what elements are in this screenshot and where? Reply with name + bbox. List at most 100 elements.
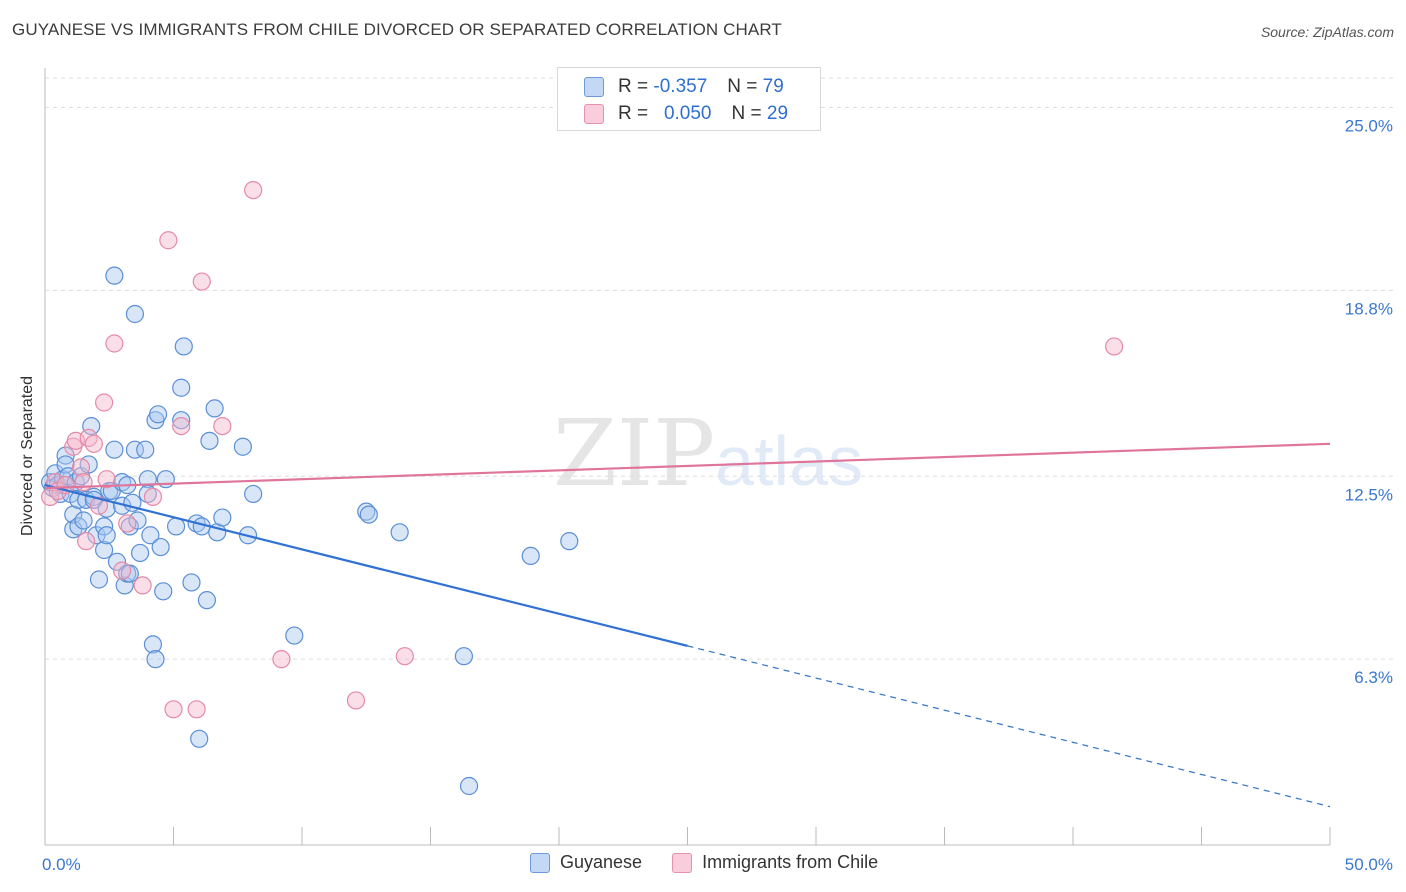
axes bbox=[44, 68, 1331, 846]
data-point-chile bbox=[105, 334, 124, 353]
legend-r-label: R = bbox=[618, 76, 649, 97]
y-tick-label: 18.8% bbox=[1345, 299, 1393, 318]
series-legend: Guyanese Immigrants from Chile bbox=[530, 852, 908, 873]
legend-n-label: N = bbox=[731, 103, 762, 124]
data-point-chile bbox=[95, 393, 114, 412]
watermark-main: ZIP bbox=[553, 400, 716, 507]
data-point-chile bbox=[159, 231, 178, 250]
grid-lines bbox=[45, 77, 1395, 660]
data-point-guyanese bbox=[454, 647, 474, 666]
data-point-chile bbox=[74, 473, 93, 492]
data-point-chile bbox=[97, 470, 116, 489]
data-point-guyanese bbox=[95, 540, 114, 560]
data-point-guyanese bbox=[213, 508, 232, 527]
data-point-guyanese bbox=[560, 532, 579, 551]
legend-r-label: R = bbox=[618, 103, 649, 124]
data-point-chile bbox=[71, 458, 91, 477]
data-point-guyanese bbox=[82, 417, 101, 436]
legend-n-value: 79 bbox=[762, 76, 784, 97]
data-point-chile bbox=[346, 691, 366, 710]
data-point-guyanese bbox=[107, 552, 127, 571]
data-point-guyanese bbox=[244, 484, 263, 504]
data-point-chile bbox=[192, 272, 211, 291]
legend-label-guyanese: Guyanese bbox=[560, 852, 643, 872]
data-point-guyanese bbox=[172, 378, 191, 397]
legend-row-chile: R = 0.050 N = 29 bbox=[584, 103, 788, 125]
data-point-guyanese bbox=[125, 440, 145, 459]
data-point-chile bbox=[244, 181, 263, 200]
data-point-guyanese bbox=[74, 511, 93, 530]
data-point-chile bbox=[213, 417, 232, 436]
data-point-guyanese bbox=[174, 337, 193, 356]
data-point-chile bbox=[187, 700, 206, 719]
data-point-guyanese bbox=[136, 440, 155, 459]
legend-r-value: -0.357 bbox=[653, 76, 708, 97]
data-point-guyanese bbox=[197, 591, 217, 610]
data-point-chile bbox=[112, 561, 132, 580]
data-point-guyanese bbox=[359, 505, 378, 524]
data-point-guyanese bbox=[200, 431, 219, 450]
data-point-guyanese bbox=[115, 576, 134, 595]
data-point-guyanese bbox=[459, 776, 479, 796]
data-point-guyanese bbox=[105, 440, 124, 459]
data-point-chile bbox=[133, 576, 152, 595]
y-axis-label: Divorced or Separated bbox=[19, 375, 36, 537]
x-tick-label: 0.0% bbox=[42, 855, 81, 874]
data-point-guyanese bbox=[148, 405, 168, 424]
correlation-legend: R = -0.357 N = 79 R = 0.050 N = 29 bbox=[557, 67, 821, 131]
data-point-guyanese bbox=[130, 543, 150, 563]
data-point-chile bbox=[395, 647, 414, 666]
data-point-guyanese bbox=[97, 526, 116, 545]
legend-swatch-pink bbox=[584, 104, 604, 124]
data-point-guyanese bbox=[357, 502, 376, 521]
data-point-guyanese bbox=[128, 511, 147, 530]
data-point-chile bbox=[143, 487, 163, 506]
data-point-guyanese bbox=[56, 455, 75, 474]
data-point-guyanese bbox=[521, 546, 540, 566]
data-point-guyanese bbox=[125, 304, 145, 324]
source-label: Source: ZipAtlas.com bbox=[1260, 24, 1394, 40]
chart-title: GUYANESE VS IMMIGRANTS FROM CHILE DIVORC… bbox=[12, 20, 782, 39]
legend-n-value: 29 bbox=[766, 103, 789, 124]
data-point-guyanese bbox=[69, 517, 88, 536]
data-point-guyanese bbox=[105, 266, 124, 285]
legend-label-chile: Immigrants from Chile bbox=[702, 852, 879, 872]
data-point-guyanese bbox=[182, 573, 201, 592]
legend-item-chile[interactable]: Immigrants from Chile bbox=[672, 852, 878, 873]
data-point-guyanese bbox=[143, 635, 163, 654]
data-point-guyanese bbox=[141, 526, 160, 545]
data-point-guyanese bbox=[390, 523, 409, 542]
data-point-guyanese bbox=[89, 570, 109, 589]
data-point-guyanese bbox=[190, 729, 209, 748]
legend-item-guyanese[interactable]: Guyanese bbox=[530, 852, 642, 873]
data-point-guyanese bbox=[205, 399, 224, 418]
data-point-chile bbox=[172, 417, 191, 436]
legend-swatch-blue bbox=[584, 77, 604, 97]
data-point-chile bbox=[1105, 337, 1124, 356]
trend-line-guyanese bbox=[44, 484, 688, 647]
legend-row-guyanese: R = -0.357 N = 79 bbox=[584, 76, 784, 98]
data-point-chile bbox=[272, 650, 291, 669]
data-point-guyanese bbox=[285, 626, 304, 645]
y-tick-label: 12.5% bbox=[1345, 485, 1393, 504]
x-tick-label: 50.0% bbox=[1345, 855, 1393, 874]
legend-swatch-pink bbox=[672, 852, 693, 873]
tick-labels: 6.3% 12.5% 18.8% 25.0% 0.0% 50.0% bbox=[42, 117, 1393, 875]
y-tick-label: 25.0% bbox=[1345, 117, 1393, 136]
legend-n-label: N = bbox=[727, 76, 758, 97]
data-point-guyanese bbox=[146, 650, 165, 669]
data-point-chile bbox=[118, 514, 137, 533]
data-point-guyanese bbox=[154, 582, 173, 601]
data-point-chile bbox=[79, 428, 98, 447]
y-tick-label: 6.3% bbox=[1354, 668, 1393, 687]
data-point-chile bbox=[77, 532, 96, 551]
data-point-chile bbox=[89, 496, 109, 515]
data-point-guyanese bbox=[172, 411, 191, 430]
legend-swatch-blue bbox=[530, 852, 550, 873]
trend-line-chile bbox=[44, 442, 1331, 490]
series-guyanese-points bbox=[41, 266, 579, 796]
data-point-guyanese bbox=[233, 437, 252, 456]
data-point-guyanese bbox=[151, 537, 170, 557]
data-point-chile bbox=[84, 434, 103, 453]
